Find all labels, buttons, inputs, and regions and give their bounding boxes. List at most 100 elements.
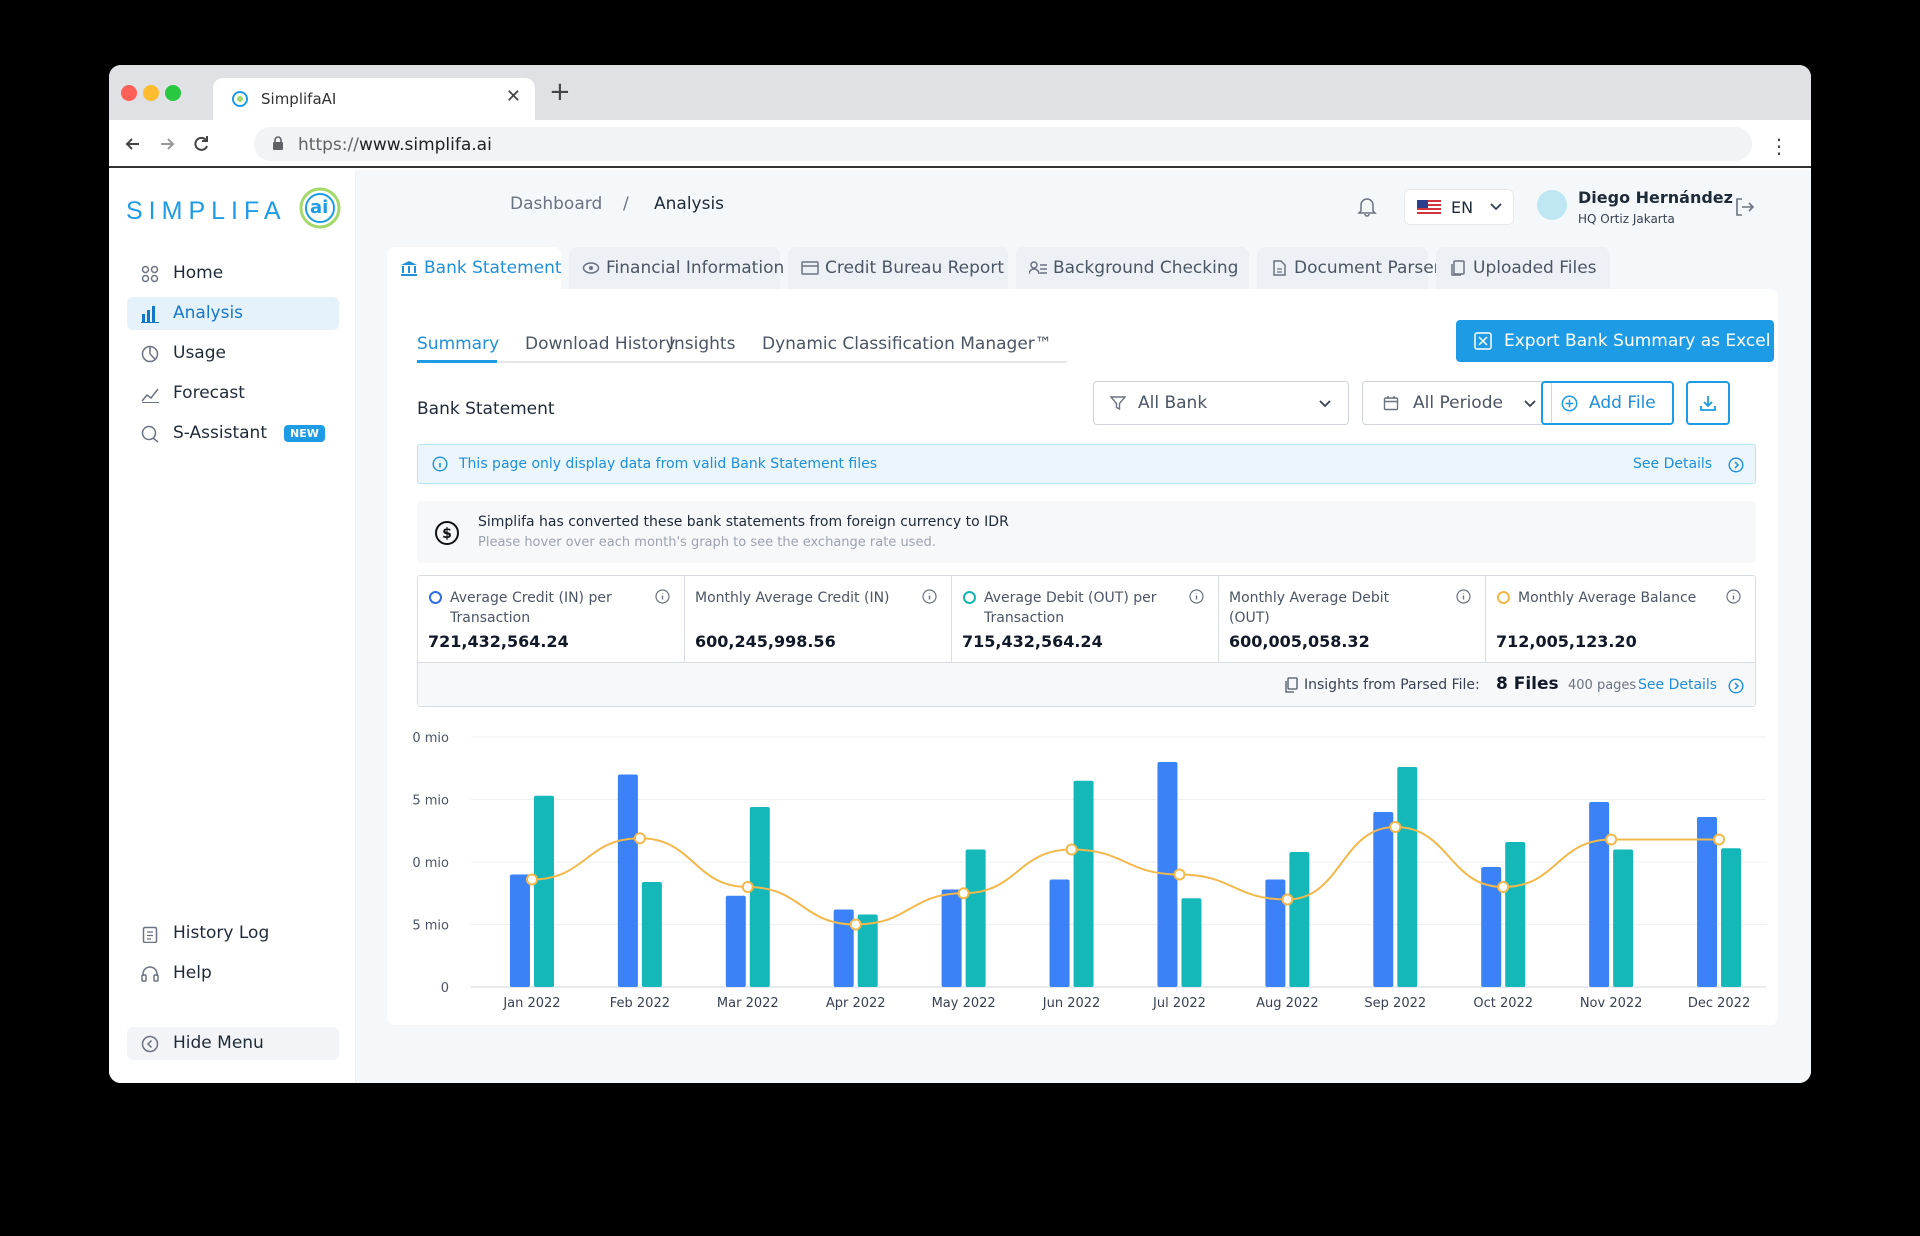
- balance-point[interactable]: [633, 832, 646, 845]
- info-icon[interactable]: [1726, 589, 1741, 604]
- x-tick-label: May 2022: [932, 996, 996, 1011]
- credit-bar[interactable]: [1481, 867, 1502, 987]
- app: SIMPLIFA ai Home Analysis Usage Forecast: [109, 170, 1811, 1083]
- balance-point[interactable]: [957, 887, 970, 900]
- sidebar-item-analysis[interactable]: Analysis: [127, 297, 339, 330]
- stat-value: 712,005,123.20: [1496, 632, 1637, 651]
- balance-point[interactable]: [849, 918, 862, 931]
- sidebar-item-s-assistant[interactable]: S-Assistant NEW: [127, 417, 339, 450]
- debit-bar[interactable]: [1073, 780, 1094, 987]
- credit-bar[interactable]: [1589, 802, 1610, 987]
- currency-exchange-icon: $: [435, 521, 459, 545]
- credit-bar[interactable]: [617, 774, 638, 988]
- credit-bar[interactable]: [1697, 817, 1718, 987]
- export-excel-button[interactable]: Export Bank Summary as Excel: [1456, 320, 1774, 362]
- debit-bar[interactable]: [1721, 848, 1742, 987]
- bank-filter-select[interactable]: All Bank: [1093, 381, 1349, 425]
- balance-point[interactable]: [1497, 881, 1510, 893]
- sidebar-item-forecast[interactable]: Forecast: [127, 377, 339, 410]
- debit-bar[interactable]: [965, 849, 986, 988]
- credit-bar[interactable]: [1265, 879, 1286, 988]
- credit-bar[interactable]: [833, 909, 854, 988]
- balance-point[interactable]: [1713, 833, 1726, 846]
- debit-bar[interactable]: [533, 795, 554, 987]
- hide-menu-button[interactable]: Hide Menu: [127, 1027, 339, 1060]
- url-field[interactable]: https://www.simplifa.ai: [254, 127, 1752, 161]
- reload-icon[interactable]: [191, 134, 211, 154]
- close-window-button[interactable]: [121, 85, 137, 101]
- tab-label: Document Parser: [1294, 258, 1441, 278]
- info-icon[interactable]: [922, 589, 937, 604]
- subtab-summary[interactable]: Summary: [417, 334, 500, 354]
- subtab-dynamic-classification[interactable]: Dynamic Classification Manager™: [762, 334, 1052, 354]
- info-icon[interactable]: [1456, 589, 1471, 604]
- info-icon[interactable]: [655, 589, 670, 604]
- subtab-active-indicator: [417, 360, 497, 363]
- monthly-credit-debit-chart: 0 5 mio 10 mio 15 mio 20 mio Jan 2022 Feb 2022…: [411, 731, 1766, 1011]
- credit-bar[interactable]: [509, 874, 530, 988]
- debit-bar[interactable]: [1397, 767, 1418, 987]
- breadcrumb-dashboard[interactable]: Dashboard: [510, 194, 603, 214]
- maximize-window-button[interactable]: [165, 85, 181, 101]
- forward-icon[interactable]: [157, 134, 177, 154]
- bell-icon[interactable]: [1356, 195, 1378, 217]
- sidebar-item-help[interactable]: Help: [127, 957, 339, 990]
- subtab-download-history[interactable]: Download History: [525, 334, 676, 354]
- stat-value: 721,432,564.24: [428, 632, 569, 651]
- debit-bar[interactable]: [1289, 852, 1310, 987]
- y-tick-label: 0: [441, 981, 449, 996]
- balance-point[interactable]: [1173, 868, 1186, 881]
- debit-bar[interactable]: [1505, 842, 1526, 987]
- browser-tab[interactable]: SimplifaAI ✕: [213, 78, 535, 120]
- lock-icon: [273, 136, 283, 150]
- info-icon[interactable]: [1189, 589, 1204, 604]
- avatar[interactable]: [1537, 190, 1567, 220]
- url-text: https://www.simplifa.ai: [298, 135, 492, 155]
- simplifa-logo[interactable]: SIMPLIFA ai: [126, 186, 346, 230]
- logout-icon[interactable]: [1733, 196, 1755, 218]
- balance-point[interactable]: [741, 881, 754, 893]
- breadcrumb-separator: /: [623, 194, 629, 214]
- balance-point[interactable]: [1389, 821, 1402, 833]
- new-tab-icon[interactable]: +: [549, 77, 571, 107]
- credit-bar[interactable]: [1049, 879, 1070, 988]
- balance-point[interactable]: [1065, 843, 1078, 856]
- minimize-window-button[interactable]: [143, 85, 159, 101]
- language-select[interactable]: EN: [1404, 189, 1514, 225]
- credit-bar[interactable]: [725, 895, 746, 987]
- add-file-button[interactable]: Add File: [1541, 381, 1674, 425]
- stat-monthly-avg-balance: Monthly Average Balance 712,005,123.20: [1486, 576, 1755, 662]
- tab-financial-information[interactable]: Financial Information: [569, 247, 784, 289]
- tab-background-checking[interactable]: Background Checking: [1016, 247, 1249, 289]
- tab-credit-bureau-report[interactable]: Credit Bureau Report: [788, 247, 1008, 289]
- parsed-see-details-link[interactable]: See Details: [1638, 677, 1718, 693]
- tab-bank-statement[interactable]: Bank Statement: [387, 247, 562, 289]
- balance-point[interactable]: [525, 873, 538, 886]
- chevron-right-circle-icon[interactable]: [1728, 457, 1744, 473]
- debit-bar[interactable]: [1181, 898, 1202, 987]
- subtab-insights[interactable]: Insights: [669, 334, 736, 354]
- info-see-details-link[interactable]: See Details: [1633, 456, 1713, 472]
- chevron-right-circle-icon[interactable]: [1728, 678, 1744, 694]
- stat-label: Monthly Average Balance: [1518, 590, 1697, 606]
- browser-menu-icon[interactable]: ⋮: [1769, 134, 1789, 158]
- sidebar-item-usage[interactable]: Usage: [127, 337, 339, 370]
- close-tab-icon[interactable]: ✕: [505, 86, 521, 107]
- debit-bar[interactable]: [1613, 849, 1634, 988]
- sidebar-item-history-log[interactable]: History Log: [127, 917, 339, 950]
- credit-bar[interactable]: [1373, 812, 1394, 987]
- period-filter-select[interactable]: All Periode: [1362, 381, 1552, 425]
- balance-point[interactable]: [1605, 833, 1618, 846]
- tab-uploaded-files[interactable]: Uploaded Files: [1436, 247, 1610, 289]
- debit-bar[interactable]: [857, 914, 878, 988]
- debit-bar[interactable]: [641, 882, 662, 987]
- balance-point[interactable]: [1281, 893, 1294, 906]
- logo-ai-text: ai: [310, 197, 329, 218]
- back-icon[interactable]: [123, 134, 143, 154]
- tab-document-parser[interactable]: Document Parser: [1257, 247, 1441, 289]
- debit-bar[interactable]: [749, 807, 770, 987]
- download-button[interactable]: [1686, 381, 1730, 425]
- sidebar-item-home[interactable]: Home: [127, 257, 339, 290]
- hide-menu-label: Hide Menu: [173, 1033, 264, 1053]
- credit-bar[interactable]: [941, 889, 962, 988]
